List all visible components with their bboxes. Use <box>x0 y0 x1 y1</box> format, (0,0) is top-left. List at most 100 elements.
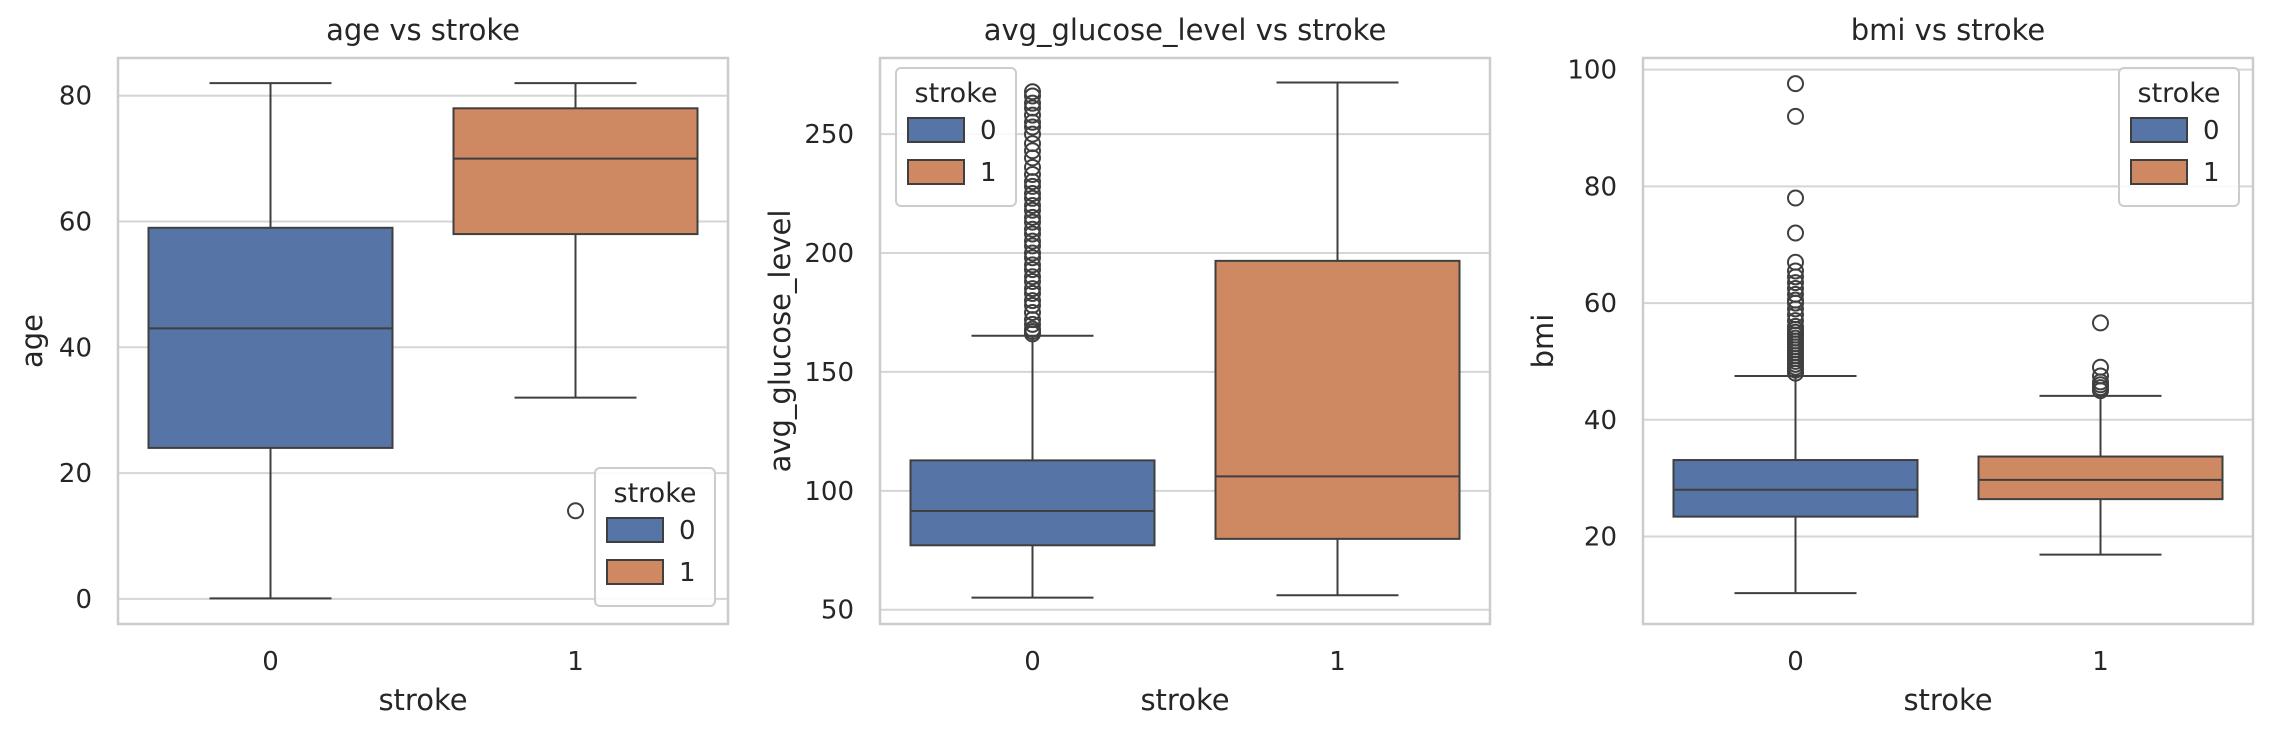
box-iqr <box>909 459 1156 547</box>
y-tick-label: 20 <box>1584 522 1617 552</box>
outlier-point <box>1787 253 1804 271</box>
legend-entry-label: 0 <box>2203 116 2220 146</box>
legend-entry-label: 0 <box>980 116 997 146</box>
outlier-point <box>1024 296 1041 314</box>
outlier-point <box>1024 158 1041 176</box>
outlier-point <box>1024 244 1041 262</box>
y-tick-label: 80 <box>59 82 92 112</box>
plot-frame <box>116 56 730 626</box>
outlier-point <box>1024 256 1041 274</box>
outlier-point <box>1024 261 1041 279</box>
legend-entry-label: 1 <box>679 558 696 588</box>
outlier-point <box>1024 196 1041 214</box>
outlier-point <box>1024 83 1041 101</box>
outlier-point <box>1024 232 1041 250</box>
outlier-point <box>1787 224 1804 242</box>
outlier-point <box>1787 107 1804 125</box>
outlier-point <box>1024 185 1041 203</box>
plot-frame <box>878 56 1492 626</box>
x-axis-label: stroke <box>1140 683 1229 717</box>
legend-swatch <box>606 559 664 585</box>
outlier-point <box>1024 118 1041 136</box>
outlier-point <box>1787 279 1804 297</box>
outlier-point <box>1787 189 1804 207</box>
outlier-point <box>1024 142 1041 160</box>
outlier-point <box>1024 106 1041 124</box>
chart-title: age vs stroke <box>326 13 520 47</box>
x-axis-label: stroke <box>378 683 467 717</box>
x-tick-label: 0 <box>262 647 279 677</box>
outlier-point <box>1024 220 1041 238</box>
outlier-point <box>1024 208 1041 226</box>
legend-title: stroke <box>2138 78 2221 109</box>
outlier-point <box>1024 201 1041 219</box>
box-iqr <box>1214 259 1461 540</box>
x-tick-label: 1 <box>1329 647 1346 677</box>
x-tick-label: 0 <box>1787 647 1804 677</box>
outlier-point <box>2092 358 2109 376</box>
outlier-point <box>2092 314 2109 332</box>
outlier-point <box>1024 135 1041 153</box>
box-iqr <box>452 107 699 236</box>
outlier-point <box>1024 94 1041 112</box>
legend-title: stroke <box>614 478 697 509</box>
outlier-point <box>1024 249 1041 267</box>
x-tick-label: 0 <box>1024 647 1041 677</box>
y-tick-label: 100 <box>804 477 854 507</box>
outlier-point <box>1024 189 1041 207</box>
outlier-point <box>1787 312 1804 330</box>
outlier-point <box>1024 177 1041 195</box>
y-tick-label: 50 <box>821 596 854 626</box>
y-tick-label: 60 <box>59 208 92 238</box>
x-tick-label: 1 <box>567 647 584 677</box>
y-tick-label: 40 <box>1584 406 1617 436</box>
legend-swatch <box>606 517 664 543</box>
outlier-point <box>1024 125 1041 143</box>
x-axis-label: stroke <box>1903 683 1992 717</box>
y-tick-label: 40 <box>59 333 92 363</box>
outlier-point <box>1024 237 1041 255</box>
outlier-point <box>1787 274 1804 292</box>
outlier-point <box>1787 262 1804 280</box>
y-tick-label: 200 <box>804 239 854 269</box>
chart-title: bmi vs stroke <box>1851 13 2046 47</box>
outlier-point <box>1024 87 1041 105</box>
plot-frame <box>1641 56 2255 626</box>
outlier-point <box>1024 284 1041 302</box>
y-tick-label: 20 <box>59 459 92 489</box>
y-tick-label: 150 <box>804 358 854 388</box>
outlier-point <box>1024 273 1041 291</box>
box-iqr <box>1672 459 1919 518</box>
chart-title: avg_glucose_level vs stroke <box>984 13 1387 47</box>
outlier-point <box>1024 315 1041 333</box>
legend-swatch <box>907 117 965 143</box>
legend-entry-label: 1 <box>2203 158 2220 188</box>
y-tick-label: 80 <box>1584 172 1617 202</box>
legend-swatch <box>2130 159 2188 185</box>
y-axis-label: bmi <box>1526 314 1560 369</box>
outlier-point <box>1024 166 1041 184</box>
outlier-point <box>1787 75 1804 93</box>
outlier-point <box>1024 225 1041 243</box>
outlier-point <box>1024 280 1041 298</box>
box-iqr <box>1977 455 2224 501</box>
outlier-point <box>2092 367 2109 385</box>
outlier-point <box>1024 213 1041 231</box>
y-axis-label: avg_glucose_level <box>763 210 797 473</box>
outlier-point <box>1024 292 1041 310</box>
y-axis-label: age <box>15 314 49 368</box>
legend-entry-label: 0 <box>679 516 696 546</box>
y-tick-label: 60 <box>1584 289 1617 319</box>
y-tick-label: 0 <box>75 585 92 615</box>
legend-entry-label: 1 <box>980 158 997 188</box>
legend-swatch <box>2130 117 2188 143</box>
box-iqr <box>147 226 394 449</box>
outlier-point <box>1787 291 1804 309</box>
y-tick-label: 250 <box>804 120 854 150</box>
outlier-point <box>1024 303 1041 321</box>
outlier-point <box>567 502 584 520</box>
outlier-point <box>1787 285 1804 303</box>
outlier-point <box>1024 99 1041 117</box>
outlier-point <box>1787 317 1804 335</box>
